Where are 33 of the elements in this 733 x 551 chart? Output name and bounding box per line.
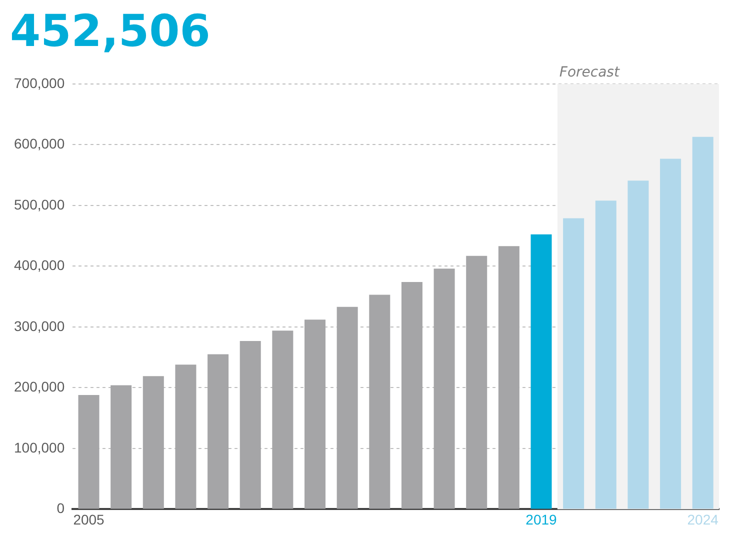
bar xyxy=(660,158,682,509)
bar xyxy=(530,234,552,509)
x-tick-label: 2019 xyxy=(526,511,558,528)
bar xyxy=(595,200,616,509)
y-tick-label: 300,000 xyxy=(14,318,65,334)
bar xyxy=(466,256,488,509)
band-label: Forecast xyxy=(559,64,620,81)
bar xyxy=(628,180,649,509)
y-tick-label: 200,000 xyxy=(14,378,65,395)
bar xyxy=(692,136,714,509)
bar xyxy=(78,395,100,509)
bar xyxy=(369,294,390,509)
bar xyxy=(498,246,520,509)
bar xyxy=(110,385,132,509)
bar xyxy=(175,364,196,509)
bar xyxy=(304,320,326,509)
y-tick-label: 100,000 xyxy=(14,439,65,456)
bar xyxy=(272,330,294,509)
bar xyxy=(142,376,164,509)
y-tick-label: 500,000 xyxy=(14,196,65,212)
bar xyxy=(208,354,229,509)
bar xyxy=(434,268,455,509)
y-tick-label: 600,000 xyxy=(14,136,65,152)
y-tick-label: 400,000 xyxy=(14,257,65,274)
bar xyxy=(401,282,422,509)
bar xyxy=(563,218,584,509)
bar xyxy=(336,306,358,509)
x-tick-label: 2024 xyxy=(687,511,719,528)
bar xyxy=(240,340,261,509)
y-tick-label: 700,000 xyxy=(14,74,65,91)
chart-title: 452,506 xyxy=(10,6,212,58)
y-tick-label: 0 xyxy=(56,500,65,516)
x-tick-label: 2005 xyxy=(73,511,105,528)
